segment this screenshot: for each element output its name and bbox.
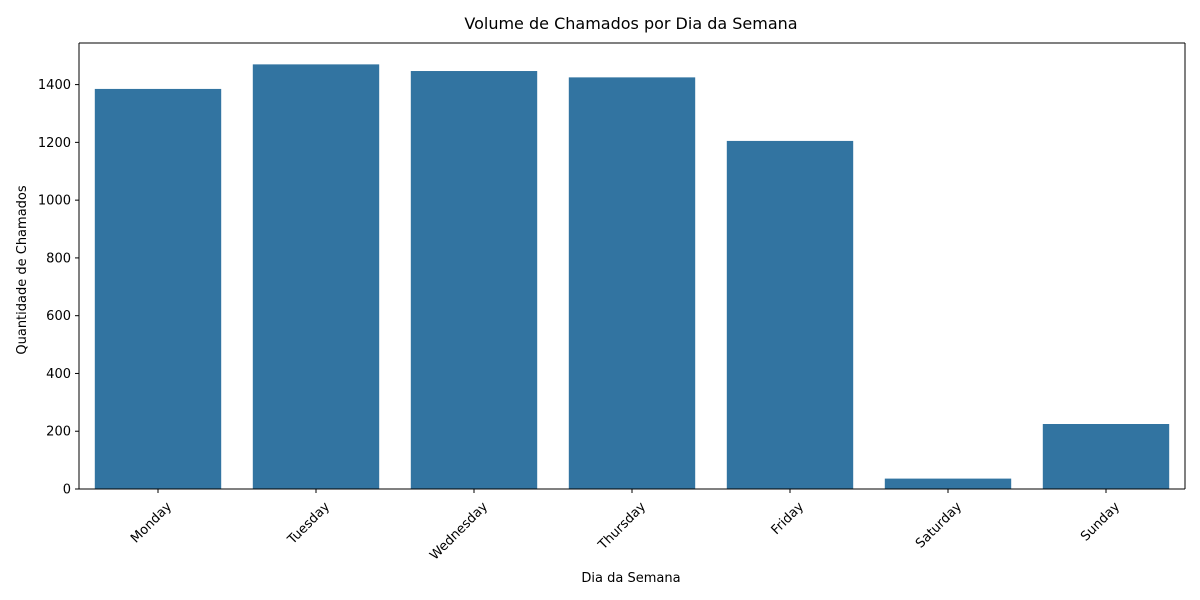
bar-saturday <box>884 478 1012 489</box>
y-tick-label: 1400 <box>38 78 71 93</box>
bars-group <box>94 64 1170 490</box>
y-tick-label: 800 <box>46 251 71 266</box>
y-tick-label: 600 <box>46 309 71 324</box>
x-tick-label: Sunday <box>1078 499 1123 544</box>
x-tick-label: Tuesday <box>284 499 333 548</box>
x-tick-label: Wednesday <box>427 499 491 563</box>
x-axis-label: Dia da Semana <box>581 571 680 586</box>
x-tick-label: Friday <box>769 499 808 538</box>
y-axis-label: Quantidade de Chamados <box>15 185 30 354</box>
bar-wednesday <box>410 71 538 489</box>
y-tick-label: 400 <box>46 367 71 382</box>
x-tick-label: Monday <box>128 499 175 546</box>
x-tick-label: Thursday <box>595 499 649 553</box>
chart-title: Volume de Chamados por Dia da Semana <box>464 14 797 33</box>
x-axis: Monday Tuesday Wednesday Thursday Friday Satu… <box>128 489 1123 563</box>
y-tick-label: 200 <box>46 425 71 440</box>
y-axis: 0 200 400 600 800 1000 1200 1400 <box>38 42 1186 498</box>
x-tick-label: Saturday <box>913 499 965 551</box>
bar-tuesday <box>252 64 380 490</box>
bar-friday <box>726 140 854 489</box>
bar-thursday <box>568 77 696 489</box>
bar-monday <box>94 88 222 489</box>
y-tick-label: 1200 <box>38 136 71 151</box>
y-tick-label: 0 <box>63 483 71 498</box>
y-tick-label: 1000 <box>38 194 71 209</box>
bar-sunday <box>1042 424 1170 489</box>
